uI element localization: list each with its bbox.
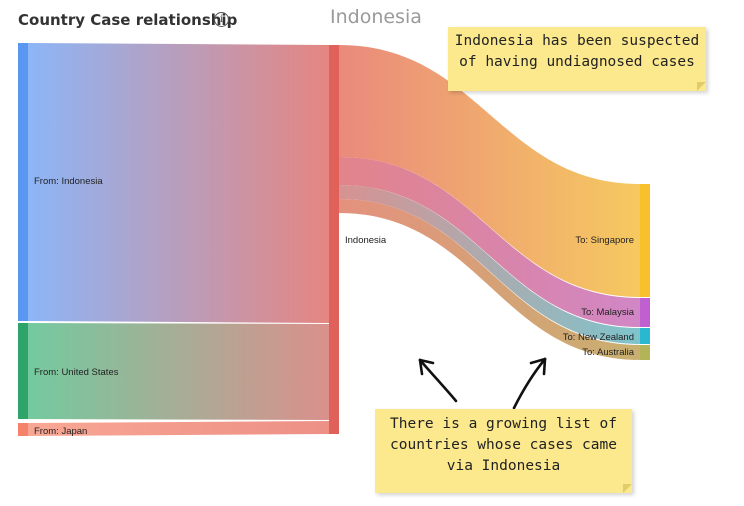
- note-bottom-line-2: countries whose cases came: [390, 437, 617, 453]
- note-fold-icon: [697, 82, 706, 91]
- note-fold-icon: [623, 484, 632, 493]
- annotation-note-bottom: There is a growing list of countries who…: [375, 409, 632, 493]
- annotation-note-top: Indonesia has been suspected of having u…: [448, 27, 706, 91]
- link-hub-singapore[interactable]: [339, 45, 640, 297]
- chart-title: Country Case relationship: [18, 11, 238, 29]
- label-to-newzealand: To: New Zealand: [563, 332, 634, 343]
- arrow-left: [418, 358, 458, 403]
- info-icon[interactable]: i: [214, 12, 229, 27]
- link-indonesia-hub[interactable]: [28, 43, 329, 323]
- link-hub-australia[interactable]: [339, 199, 640, 360]
- node-from-us[interactable]: [18, 323, 28, 419]
- label-to-singapore: To: Singapore: [575, 235, 634, 246]
- label-to-australia: To: Australia: [582, 347, 634, 358]
- note-bottom-line-3: via Indonesia: [446, 458, 561, 474]
- node-hub-indonesia[interactable]: [329, 45, 339, 434]
- node-from-japan[interactable]: [18, 423, 28, 436]
- note-top-line-1: Indonesia has been suspected: [454, 33, 700, 49]
- label-from-japan: From: Japan: [34, 426, 87, 437]
- node-to-australia[interactable]: [640, 345, 650, 360]
- label-from-indonesia: From: Indonesia: [34, 176, 103, 187]
- label-from-us: From: United States: [34, 367, 119, 378]
- center-title: Indonesia: [330, 6, 422, 28]
- link-us-hub[interactable]: [28, 323, 329, 420]
- node-to-malaysia[interactable]: [640, 298, 650, 327]
- link-hub-newzealand[interactable]: [339, 185, 640, 344]
- node-from-indonesia[interactable]: [18, 43, 28, 321]
- note-bottom-line-1: There is a growing list of: [390, 416, 617, 432]
- arrow-right: [512, 357, 547, 410]
- link-hub-malaysia[interactable]: [339, 157, 640, 327]
- node-to-singapore[interactable]: [640, 184, 650, 297]
- label-hub-indonesia: Indonesia: [345, 235, 387, 246]
- label-to-malaysia: To: Malaysia: [581, 307, 635, 318]
- link-japan-hub[interactable]: [28, 421, 329, 436]
- node-to-newzealand[interactable]: [640, 328, 650, 344]
- note-top-line-2: of having undiagnosed cases: [459, 54, 695, 70]
